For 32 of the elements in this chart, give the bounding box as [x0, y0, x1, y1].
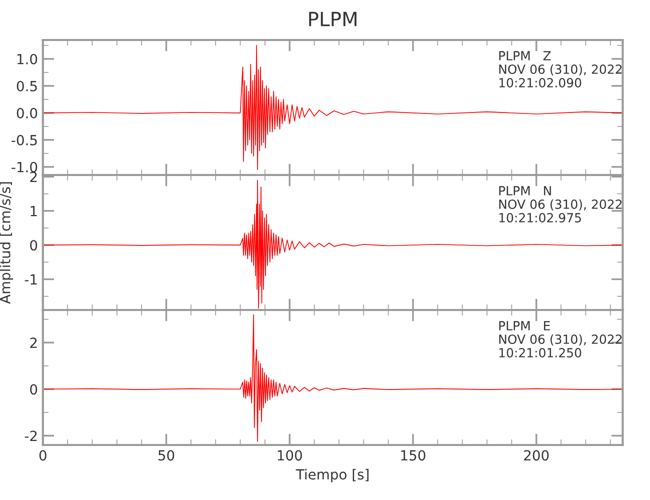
y-tick-label: 0.5: [16, 80, 37, 92]
annotation: PLPM E: [499, 321, 550, 330]
y-tick-label: -1.0: [12, 162, 38, 172]
annotation: NOV 06 (310), 2022: [499, 64, 622, 76]
x-tick-label: 200: [524, 450, 549, 461]
y-tick-label: 0: [30, 384, 38, 395]
line-series: [42, 314, 623, 442]
annotation: 10:21:02.975: [499, 213, 581, 222]
y-tick-label: -0.5: [12, 134, 37, 146]
y-tick-label: 1.0: [17, 54, 38, 64]
y-tick-label: 2: [30, 172, 37, 182]
y-axis-title: Amplitud [cm/s/s]: [0, 182, 14, 304]
y-tick-label: 0.0: [16, 108, 38, 118]
annotation: 10:21:02.090: [499, 78, 582, 88]
x-axis-title: Tiempo [s]: [296, 468, 368, 482]
annotation: PLPM Z: [499, 51, 551, 60]
x-tick-label: 100: [278, 450, 302, 461]
x-tick-label: 150: [401, 450, 426, 461]
y-tick-label: -2: [24, 430, 37, 441]
y-tick-label: 2: [30, 338, 37, 348]
annotation: PLPM N: [499, 186, 551, 196]
y-tick-label: -1: [24, 274, 37, 285]
y-tick-label: 0: [30, 240, 38, 251]
annotation: 10:21:01.250: [499, 348, 582, 358]
annotation: NOV 06 (310), 2022: [499, 199, 622, 210]
line-series: [42, 180, 623, 309]
chart-title: PLPM: [309, 12, 356, 26]
y-tick-label: 1: [30, 206, 37, 216]
line-series: [42, 44, 623, 170]
x-tick-label: 50: [158, 450, 174, 461]
annotation: NOV 06 (310), 2022: [499, 334, 622, 346]
x-tick-label: 0: [39, 450, 46, 461]
